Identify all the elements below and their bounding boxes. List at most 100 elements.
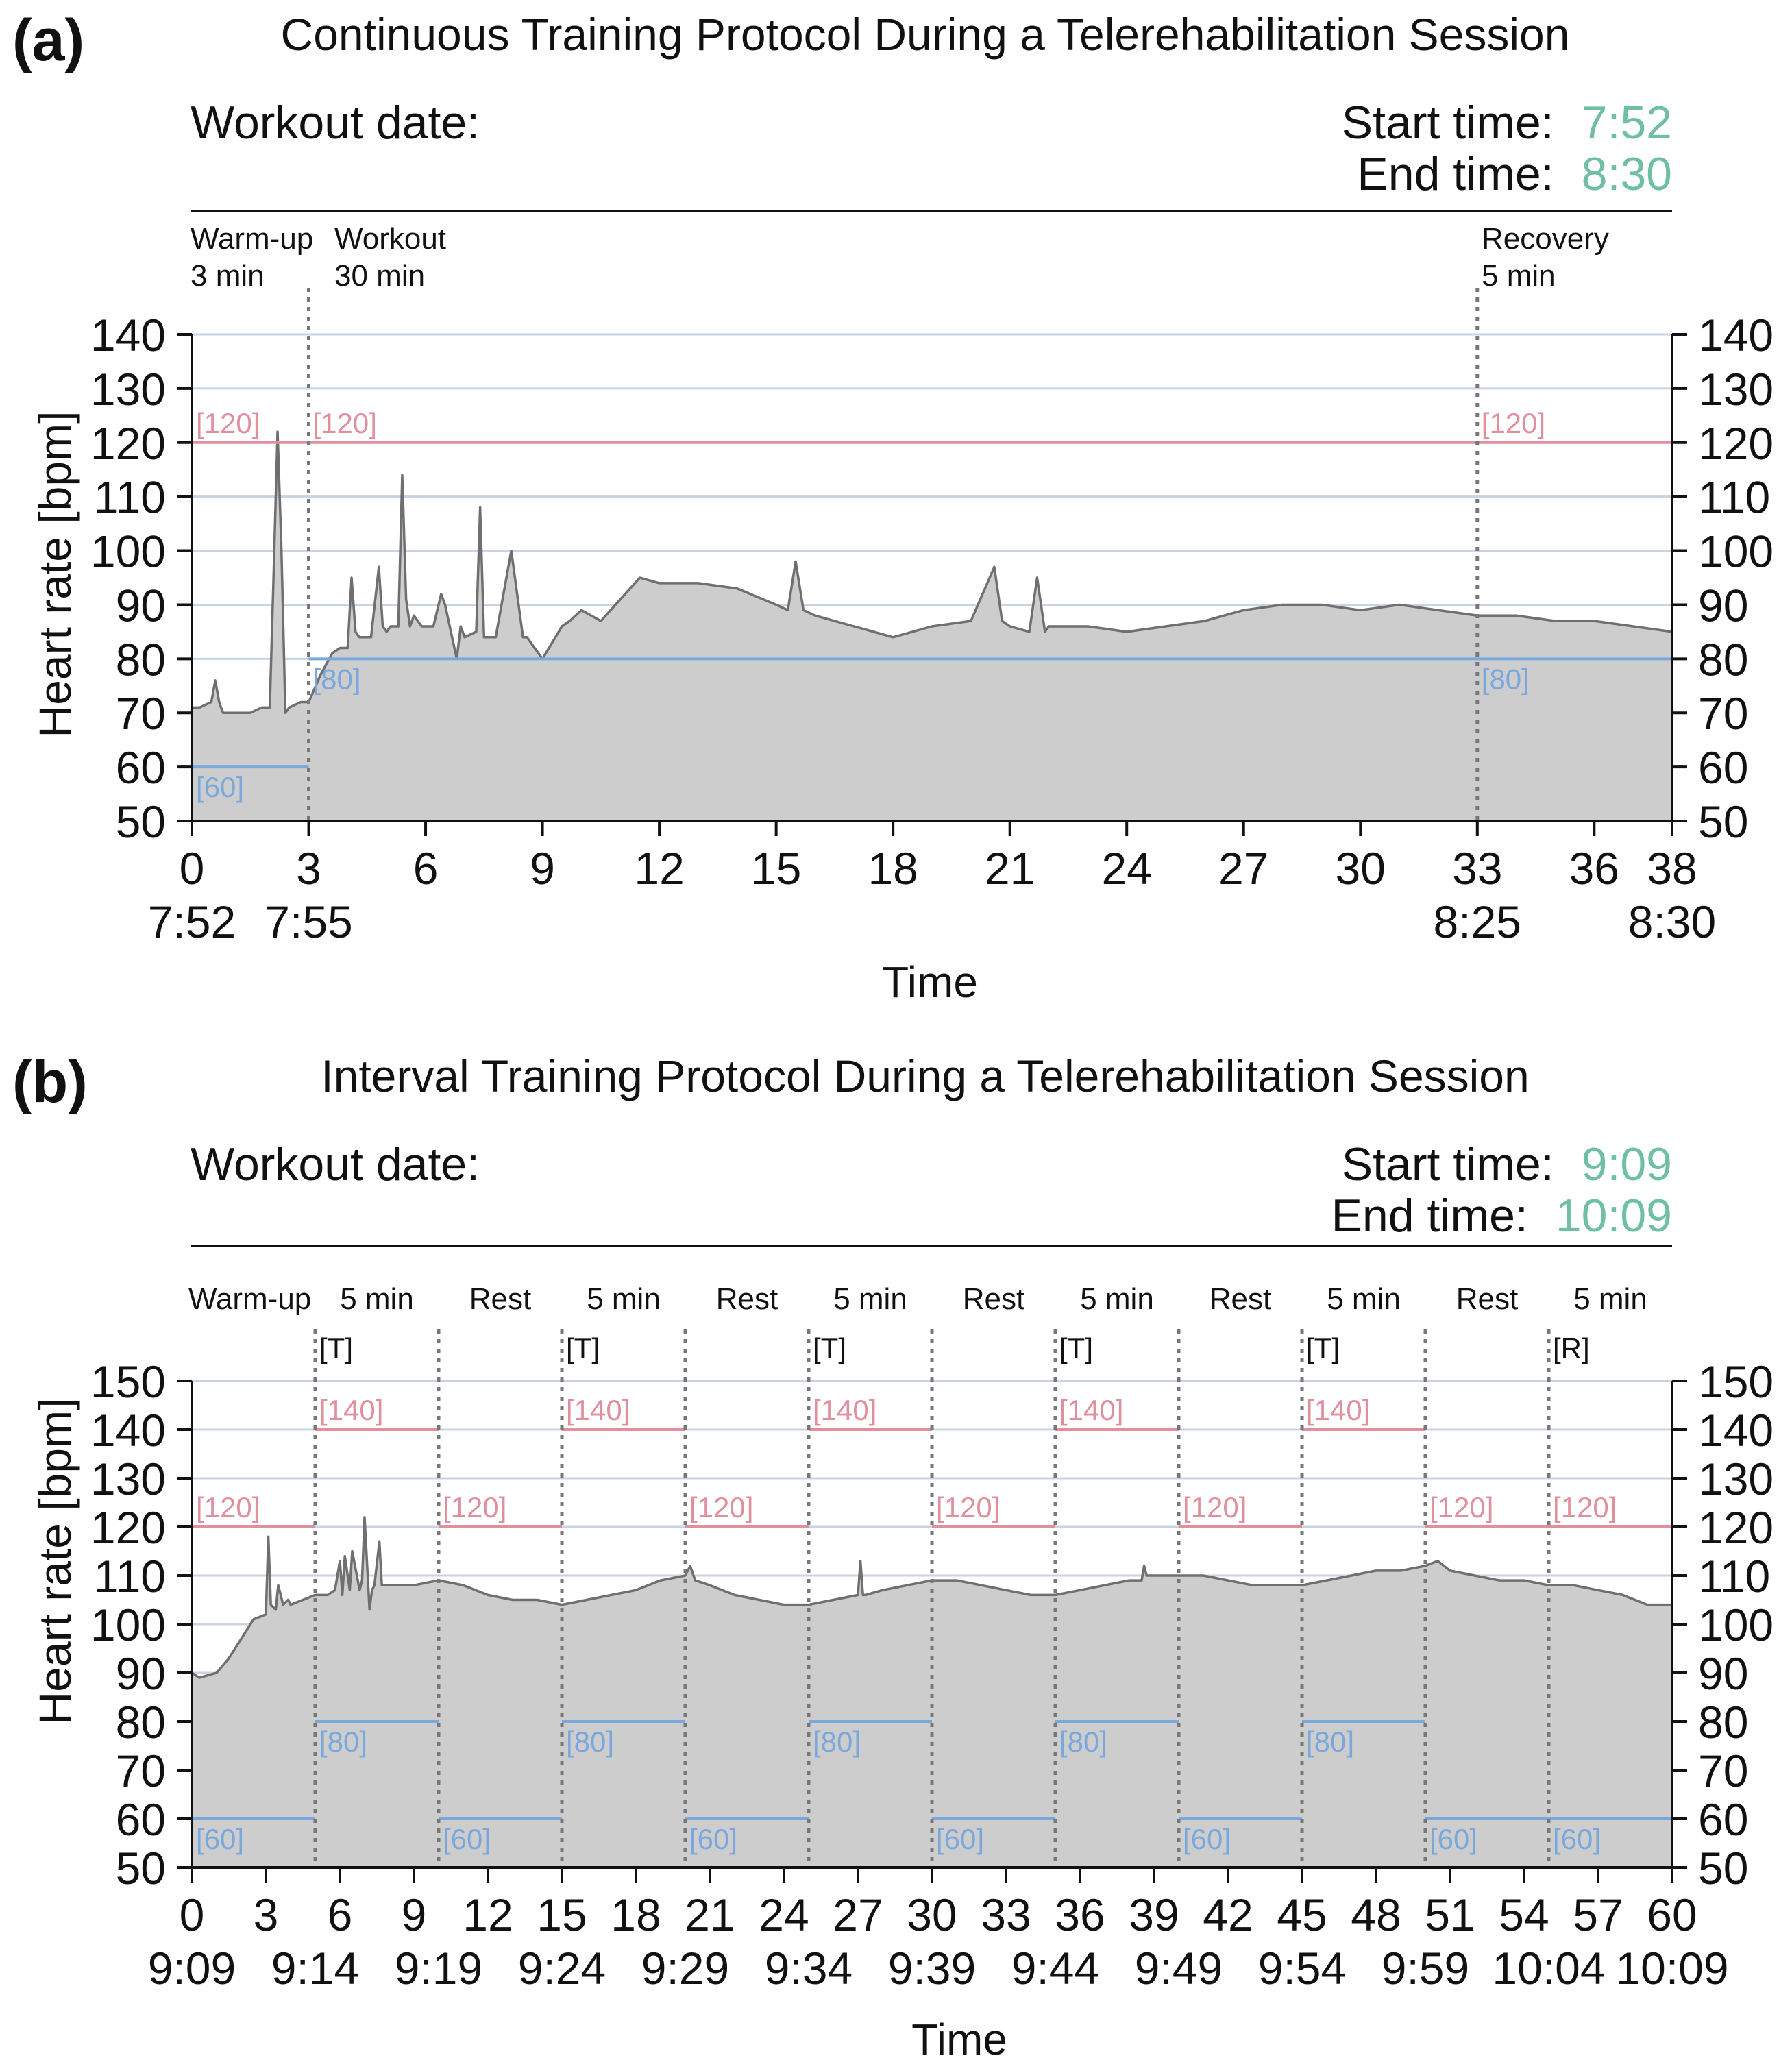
x-tick-label: 36 — [1569, 843, 1619, 894]
phase-label: Warm-up — [188, 1282, 311, 1316]
y-tick-label-left: 150 — [90, 1356, 166, 1407]
start-time-value: 7:52 — [1581, 97, 1672, 149]
clock-tick-label: 10:09 — [1615, 1943, 1728, 1994]
y-tick-label-right: 100 — [1698, 526, 1773, 577]
phase-label: 5 min — [340, 1282, 414, 1316]
end-time-value: 10:09 — [1555, 1190, 1672, 1242]
upper-limit-label: [120] — [443, 1491, 506, 1523]
start-time-row: Start time: 7:52 — [1342, 96, 1672, 149]
lower-limit-label: [80] — [1059, 1726, 1107, 1758]
y-tick-label-left: 120 — [90, 1502, 166, 1553]
y-tick-label-left: 100 — [90, 1600, 166, 1650]
x-tick-label: 24 — [759, 1889, 809, 1940]
y-tick-label-left: 80 — [116, 1697, 166, 1748]
lower-limit-label: [80] — [1482, 663, 1530, 695]
y-tick-label-left: 50 — [116, 1843, 166, 1894]
segment-marker: [T] — [813, 1332, 846, 1364]
y-tick-label-left: 60 — [116, 1794, 166, 1845]
clock-tick-label: 9:39 — [888, 1943, 976, 1994]
x-tick-label: 45 — [1277, 1889, 1327, 1940]
y-tick-label-left: 130 — [90, 1454, 166, 1504]
x-tick-label: 38 — [1647, 843, 1697, 894]
y-tick-label-left: 70 — [116, 688, 166, 739]
upper-limit-label: [140] — [566, 1394, 630, 1426]
y-tick-label-right: 150 — [1698, 1356, 1773, 1407]
lower-limit-label: [80] — [1306, 1726, 1354, 1758]
phase-name: Recovery — [1482, 222, 1609, 256]
start-time-value: 9:09 — [1581, 1138, 1672, 1190]
clock-tick-label: 9:24 — [518, 1943, 606, 1994]
x-tick-label: 0 — [180, 843, 205, 894]
clock-tick-label: 9:09 — [148, 1943, 236, 1994]
x-tick-label: 3 — [296, 843, 321, 894]
y-tick-label-right: 90 — [1698, 580, 1748, 630]
upper-limit-label: [120] — [1183, 1491, 1247, 1523]
y-tick-label-right: 120 — [1698, 1502, 1773, 1553]
y-tick-label-right: 70 — [1698, 688, 1748, 739]
y-tick-label-right: 60 — [1698, 1794, 1748, 1845]
x-tick-label: 15 — [751, 843, 801, 894]
upper-limit-label: [120] — [936, 1491, 1000, 1523]
x-tick-label: 6 — [328, 1889, 353, 1940]
clock-tick-label: 9:19 — [395, 1943, 482, 1994]
y-tick-label-left: 100 — [90, 526, 166, 577]
x-tick-label: 54 — [1499, 1889, 1549, 1940]
lower-limit-label: [60] — [196, 1823, 244, 1855]
x-tick-label: 24 — [1101, 843, 1151, 894]
y-tick-label-right: 90 — [1698, 1648, 1748, 1699]
end-time-label: End time: — [1357, 148, 1554, 200]
x-tick-label: 39 — [1129, 1889, 1179, 1940]
y-tick-label-left: 60 — [116, 742, 166, 793]
segment-marker: [T] — [1306, 1332, 1340, 1364]
phase-label: 5 min — [587, 1282, 661, 1316]
x-tick-label: 21 — [985, 843, 1035, 894]
x-tick-label: 27 — [833, 1889, 883, 1940]
x-tick-label: 57 — [1573, 1889, 1623, 1940]
x-axis-title: Time — [911, 2015, 1007, 2064]
upper-limit-label: [120] — [1482, 407, 1545, 439]
upper-limit-label: [120] — [1429, 1491, 1493, 1523]
start-time-row: Start time: 9:09 — [1342, 1138, 1672, 1191]
phase-label: 5 min — [1080, 1282, 1154, 1316]
lower-limit-label: [80] — [566, 1726, 614, 1758]
y-tick-label-right: 80 — [1698, 1697, 1748, 1748]
clock-tick-label: 8:30 — [1628, 896, 1716, 947]
heart-rate-line — [191, 1516, 1672, 1679]
y-tick-label-right: 140 — [1698, 310, 1773, 360]
phase-label: Rest — [1210, 1282, 1271, 1316]
segment-marker: [T] — [1059, 1332, 1093, 1364]
lower-limit-label: [80] — [319, 1726, 367, 1758]
phase-label: 5 min — [1573, 1282, 1647, 1316]
x-tick-label: 30 — [907, 1889, 957, 1940]
phase-recovery: Recovery 5 min — [1482, 221, 1609, 295]
clock-tick-label: 7:55 — [265, 896, 352, 947]
y-tick-label-left: 140 — [90, 1405, 166, 1456]
phase-label: Rest — [716, 1282, 778, 1316]
x-tick-label: 21 — [685, 1889, 735, 1940]
x-tick-label: 60 — [1647, 1889, 1697, 1940]
end-time-row: End time: 10:09 — [1331, 1189, 1672, 1242]
clock-tick-label: 9:49 — [1135, 1943, 1223, 1994]
upper-limit-label: [120] — [1553, 1491, 1617, 1523]
y-tick-label-right: 50 — [1698, 796, 1748, 847]
x-tick-label: 33 — [981, 1889, 1031, 1940]
y-tick-label-right: 50 — [1698, 1843, 1748, 1894]
y-tick-label-left: 50 — [116, 796, 166, 847]
lower-limit-label: [80] — [313, 663, 361, 695]
x-tick-label: 15 — [537, 1889, 587, 1940]
upper-limit-label: [120] — [313, 407, 377, 439]
y-tick-label-right: 130 — [1698, 364, 1773, 415]
y-tick-label-right: 60 — [1698, 742, 1748, 793]
phase-warmup: Warm-up 3 min — [191, 221, 313, 295]
x-tick-label: 18 — [611, 1889, 661, 1940]
x-tick-label: 6 — [413, 843, 439, 894]
x-tick-label: 3 — [254, 1889, 279, 1940]
phase-label: Rest — [469, 1282, 531, 1316]
lower-limit-label: [60] — [443, 1823, 491, 1855]
y-tick-label-right: 70 — [1698, 1745, 1748, 1796]
start-time-label: Start time: — [1341, 97, 1554, 149]
x-tick-label: 12 — [634, 843, 684, 894]
y-tick-label-right: 110 — [1698, 472, 1770, 523]
x-tick-label: 18 — [868, 843, 918, 894]
lower-limit-label: [60] — [689, 1823, 737, 1855]
